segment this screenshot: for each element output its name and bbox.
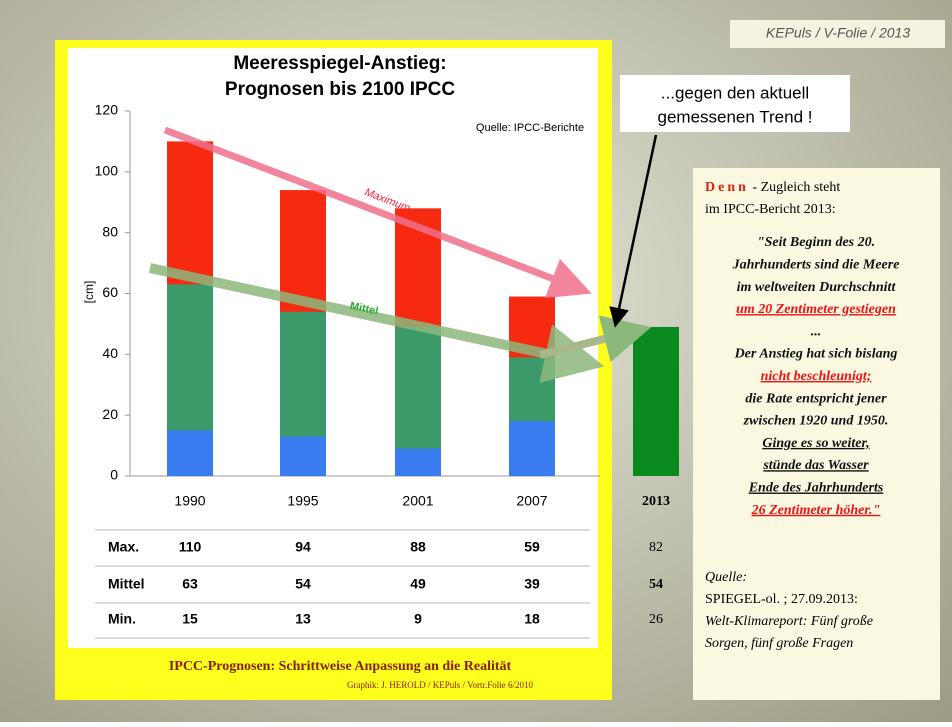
- footer-credit: Graphik: J. HEROLD / KEPuls / Vortr.Foli…: [347, 680, 533, 690]
- callout-box: [620, 75, 850, 132]
- header: KEPuls / V-Folie / 2013: [766, 25, 910, 41]
- intro-word: Denn: [705, 180, 749, 195]
- table-value: 82: [649, 540, 663, 555]
- max-arrow: [163, 126, 592, 299]
- callout-arrow: [609, 134, 658, 328]
- quote-line: Jahrhunderts sind die Meere: [732, 258, 900, 273]
- quote-line: 26 Zentimeter höher.": [751, 503, 881, 518]
- x-tick-label: 2001: [402, 493, 433, 509]
- bar: [280, 436, 326, 476]
- quote-line: "Seit Beginn des 20.: [757, 235, 875, 250]
- table-value: 59: [524, 539, 540, 555]
- intro: Denn - Zugleich steht: [705, 180, 840, 195]
- source-line: Quelle:: [705, 570, 747, 585]
- table-value: 49: [410, 576, 426, 592]
- header-box: [730, 20, 945, 48]
- y-tick-label: 20: [102, 406, 118, 422]
- quote-line: im weltweiten Durchschnitt: [737, 280, 897, 295]
- x-tick-label: 2007: [516, 493, 547, 509]
- source-line: Sorgen, fünf große Fragen: [705, 636, 853, 651]
- table-value: 94: [295, 539, 311, 555]
- table-value: 54: [295, 576, 311, 592]
- footer-title: IPCC-Prognosen: Schrittweise Anpassung a…: [169, 659, 512, 674]
- table-value: 15: [182, 611, 198, 627]
- quote-line: ...: [811, 324, 822, 339]
- row-label: Mittel: [108, 576, 145, 592]
- quote-line: Der Anstieg hat sich bislang: [734, 347, 898, 362]
- chart-title: Prognosen bis 2100 IPCC: [225, 79, 455, 100]
- table-value: 13: [295, 611, 311, 627]
- x-tick-label: 1995: [287, 493, 318, 509]
- mean-arrow: [148, 263, 605, 383]
- callout: gemessenen Trend !: [658, 107, 813, 126]
- table-value: 63: [182, 576, 198, 592]
- quote-line: die Rate entspricht jener: [745, 391, 887, 406]
- x-tick-label: 1990: [174, 493, 205, 509]
- intro-rest: - Zugleich steht: [749, 180, 840, 195]
- callout: ...gegen den aktuell: [661, 83, 809, 102]
- quote-line: nicht beschleunigt;: [761, 369, 872, 384]
- x-tick-label: 2013: [642, 494, 670, 509]
- table-value: 54: [649, 577, 663, 592]
- table-value: 110: [179, 539, 202, 555]
- bar: [509, 421, 555, 476]
- source-line: SPIEGEL-ol. ; 27.09.2013:: [705, 592, 858, 607]
- quote-line: Ginge es so weiter,: [762, 436, 869, 451]
- table-value: 18: [524, 611, 540, 627]
- table-value: 39: [524, 576, 540, 592]
- intro: im IPCC-Bericht 2013:: [705, 202, 836, 217]
- row-label: Max.: [108, 539, 139, 555]
- bar: [167, 430, 213, 476]
- source-line: Welt-Klimareport: Fünf große: [705, 614, 873, 629]
- quote-line: Ende des Jahrhunderts: [748, 481, 884, 496]
- plot: 0 20 40 60 80 100 120 1990 110 63 15 1995 94 54 13 2001…: [95, 102, 679, 639]
- bar: [633, 326, 679, 476]
- y-tick-label: 0: [110, 467, 118, 483]
- quote-line: um 20 Zentimeter gestiegen: [736, 302, 896, 317]
- table-value: 26: [649, 612, 663, 627]
- text-box: [693, 168, 940, 700]
- y-tick-label: 120: [95, 102, 119, 118]
- y-tick-label: 60: [102, 284, 118, 300]
- box-source: Quelle: SPIEGEL-ol. ; 27.09.2013: Welt-Kli…: [705, 570, 873, 651]
- y-tick-label: 80: [102, 223, 118, 239]
- y-axis-label: [cm]: [82, 281, 96, 304]
- quote-line: stünde das Wasser: [762, 458, 869, 473]
- y-tick-label: 100: [95, 163, 119, 179]
- y-tick-label: 40: [102, 345, 118, 361]
- quote-line: zwischen 1920 und 1950.: [743, 414, 889, 429]
- quote: "Seit Beginn des 20. Jahrhunderts sind di…: [732, 235, 900, 518]
- bar: [395, 448, 441, 476]
- table-value: 88: [410, 539, 426, 555]
- chart-title: Meeresspiegel-Anstieg:: [233, 53, 446, 74]
- row-label: Min.: [108, 611, 136, 627]
- trend-arrow: [539, 315, 652, 363]
- table-value: 9: [414, 611, 422, 627]
- annotation: Mittel: [349, 300, 380, 318]
- source: Quelle: IPCC-Berichte: [476, 122, 584, 134]
